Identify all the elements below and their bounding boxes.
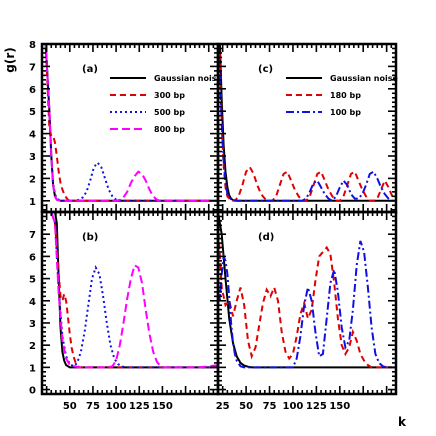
- series-line: [218, 44, 396, 203]
- y-tick-label: 1: [29, 197, 36, 208]
- x-tick-label: 75: [263, 401, 277, 412]
- y-tick-label: 1: [29, 363, 36, 374]
- y-tick-label: 3: [29, 319, 36, 330]
- y-tick-label: 0: [29, 386, 36, 397]
- series-group: [42, 44, 218, 202]
- panel-0: 1 2 3 4 5 6 7 8 (a) Gaussian noise 300 bp 500 bp 800…: [29, 40, 223, 214]
- series-group: [218, 212, 396, 369]
- panel-2: 0 1 2 3 4 5 6 7 50 75 100 125 150 (b): [29, 210, 220, 412]
- series-line: [218, 44, 396, 202]
- x-tick-label: 125: [129, 401, 150, 412]
- legend-entry: 500 bp: [154, 108, 185, 117]
- panel-1: (c) Gaussian noise 180 bp 100 bp: [216, 42, 399, 214]
- y-tick-label: 7: [29, 230, 36, 241]
- legend-entry: Gaussian noise: [154, 74, 223, 83]
- series-line: [218, 223, 396, 369]
- panels-group: 1 2 3 4 5 6 7 8 (a) Gaussian noise 300 bp 500 bp 800…: [29, 40, 398, 412]
- tick-marks: [217, 43, 397, 212]
- series-group: [42, 212, 218, 369]
- legend: Gaussian noise 300 bp 500 bp 800 bp: [110, 74, 223, 134]
- y-tick-label: 5: [29, 275, 36, 286]
- series-line: [42, 212, 218, 369]
- y-tick-label: 8: [29, 40, 36, 51]
- series-line: [218, 240, 396, 369]
- y-tick-label: 3: [29, 152, 36, 163]
- series-line: [42, 44, 218, 202]
- legend-entry: 800 bp: [154, 125, 185, 134]
- legend: Gaussian noise 180 bp 100 bp: [286, 74, 399, 117]
- legend-entry: 180 bp: [330, 91, 361, 100]
- y-tick-label: 6: [29, 85, 36, 96]
- x-tick-label: 150: [152, 401, 173, 412]
- panel-frame: [216, 42, 398, 214]
- y-tick-label: 4: [29, 297, 36, 308]
- series-line: [42, 44, 218, 202]
- x-tick-label: 25: [216, 401, 230, 412]
- y-tick-label: 6: [29, 252, 36, 263]
- panel-3: 25 50 75 100 125 150 (d): [216, 210, 398, 412]
- x-axis-title: k: [398, 415, 407, 429]
- x-tick-label: 100: [283, 401, 304, 412]
- series-group: [218, 44, 396, 203]
- series-line: [42, 212, 218, 369]
- panel-label: (d): [258, 232, 274, 243]
- series-line: [42, 44, 218, 202]
- x-tick-label: 50: [63, 401, 77, 412]
- series-line: [42, 44, 218, 202]
- legend-entry: 100 bp: [330, 108, 361, 117]
- panel-label: (c): [258, 64, 273, 75]
- y-tick-label: 7: [29, 62, 36, 73]
- series-line: [42, 212, 218, 369]
- panel-label: (a): [82, 64, 98, 75]
- y-axis-title: g(r): [3, 47, 17, 72]
- x-tick-label: 75: [86, 401, 100, 412]
- x-tick-label: 150: [329, 401, 350, 412]
- tick-marks: [217, 211, 397, 395]
- x-tick-label: 50: [239, 401, 253, 412]
- y-tick-label: 4: [29, 130, 36, 141]
- legend-entry: 300 bp: [154, 91, 185, 100]
- y-tick-label: 5: [29, 107, 36, 118]
- series-line: [42, 212, 218, 369]
- panel-label: (b): [82, 232, 98, 243]
- x-tick-label: 125: [306, 401, 327, 412]
- y-tick-label: 2: [29, 341, 36, 352]
- x-tick-label: 100: [106, 401, 127, 412]
- y-tick-label: 2: [29, 174, 36, 185]
- legend-entry: Gaussian noise: [330, 74, 399, 83]
